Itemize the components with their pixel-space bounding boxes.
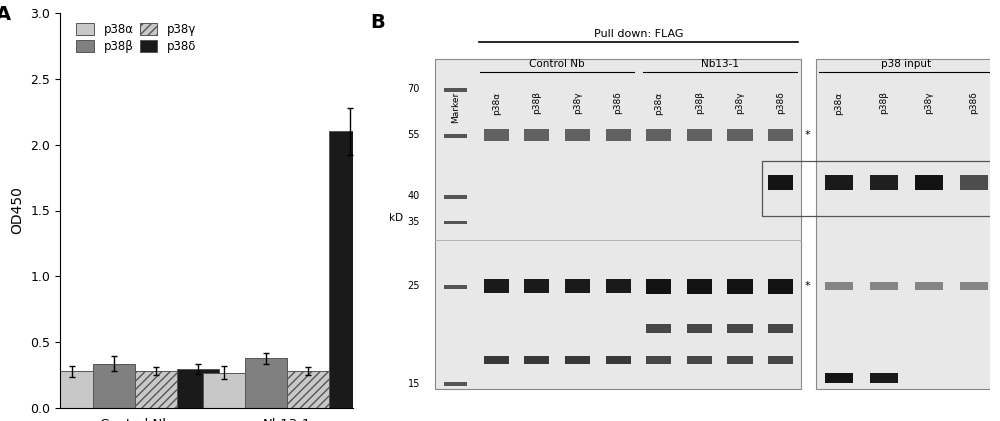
Bar (825, 175, 853, 190)
Text: Control Nb: Control Nb (529, 59, 585, 69)
Bar (870, 175, 898, 190)
Bar (915, 282, 943, 290)
Text: p38β: p38β (695, 91, 704, 114)
Bar (768, 130, 793, 141)
Bar (524, 279, 549, 293)
Text: 55: 55 (407, 131, 420, 141)
Text: Nb13-1: Nb13-1 (701, 59, 739, 69)
Bar (606, 355, 631, 364)
Text: 25: 25 (407, 281, 420, 291)
Text: kD: kD (389, 213, 403, 223)
Bar (768, 175, 793, 189)
Bar (768, 279, 793, 293)
Text: 35: 35 (408, 217, 420, 227)
Bar (960, 282, 988, 290)
Bar (444, 285, 467, 289)
Bar (762, 162, 999, 216)
Bar (444, 88, 467, 92)
Bar (646, 130, 671, 141)
Bar (484, 130, 509, 141)
Text: 40: 40 (408, 191, 420, 201)
Bar (825, 282, 853, 290)
Bar (870, 373, 898, 383)
Bar (444, 195, 467, 199)
Bar (727, 355, 753, 364)
Text: *: * (805, 131, 811, 141)
Bar (565, 355, 590, 364)
Bar (687, 130, 712, 141)
Bar (915, 175, 943, 190)
Bar (606, 279, 631, 293)
Bar (727, 279, 753, 293)
Bar (329, 131, 371, 408)
Text: p38α: p38α (654, 91, 663, 115)
Text: *: * (805, 281, 811, 291)
Bar (51, 371, 93, 408)
Bar (484, 355, 509, 364)
Bar (606, 130, 631, 141)
Bar (444, 134, 467, 138)
Bar (524, 355, 549, 364)
Text: p38β: p38β (879, 91, 888, 114)
Text: 70: 70 (408, 85, 420, 94)
Bar (93, 363, 135, 408)
Bar (687, 355, 712, 364)
Legend: p38α, p38β, p38γ, p38δ: p38α, p38β, p38γ, p38δ (72, 19, 201, 58)
Bar (646, 279, 671, 293)
Text: p38γ: p38γ (573, 91, 582, 114)
Bar (870, 282, 898, 290)
Text: A: A (0, 5, 11, 24)
Text: p38γ: p38γ (736, 91, 745, 114)
Bar (177, 369, 219, 408)
Y-axis label: OD450: OD450 (11, 187, 25, 234)
Text: p38δ: p38δ (614, 91, 623, 114)
Text: p38α: p38α (492, 91, 501, 115)
Bar (825, 373, 853, 383)
Text: p38 input: p38 input (881, 59, 931, 69)
Text: p38δ: p38δ (969, 91, 978, 114)
Text: Marker: Marker (451, 91, 460, 123)
Text: p38γ: p38γ (924, 91, 933, 114)
Bar (646, 355, 671, 364)
Bar (768, 324, 793, 333)
Bar (768, 355, 793, 364)
Text: p38δ: p38δ (776, 91, 785, 114)
Bar (203, 373, 245, 408)
Bar (524, 130, 549, 141)
Bar (135, 371, 177, 408)
Bar (687, 324, 712, 333)
Bar (687, 279, 712, 293)
Bar (245, 358, 287, 408)
Bar (444, 382, 467, 386)
Text: p38α: p38α (834, 91, 843, 115)
Bar (727, 130, 753, 141)
Bar (287, 371, 329, 408)
Bar (960, 175, 988, 190)
Text: B: B (370, 13, 385, 32)
Bar (444, 221, 467, 224)
Text: p38β: p38β (532, 91, 541, 114)
Bar (565, 279, 590, 293)
Bar (435, 59, 801, 389)
Bar (646, 324, 671, 333)
Text: 15: 15 (408, 378, 420, 389)
Bar (484, 279, 509, 293)
Bar (565, 130, 590, 141)
Bar (816, 59, 996, 389)
Bar (727, 324, 753, 333)
Text: Pull down: FLAG: Pull down: FLAG (594, 29, 683, 39)
